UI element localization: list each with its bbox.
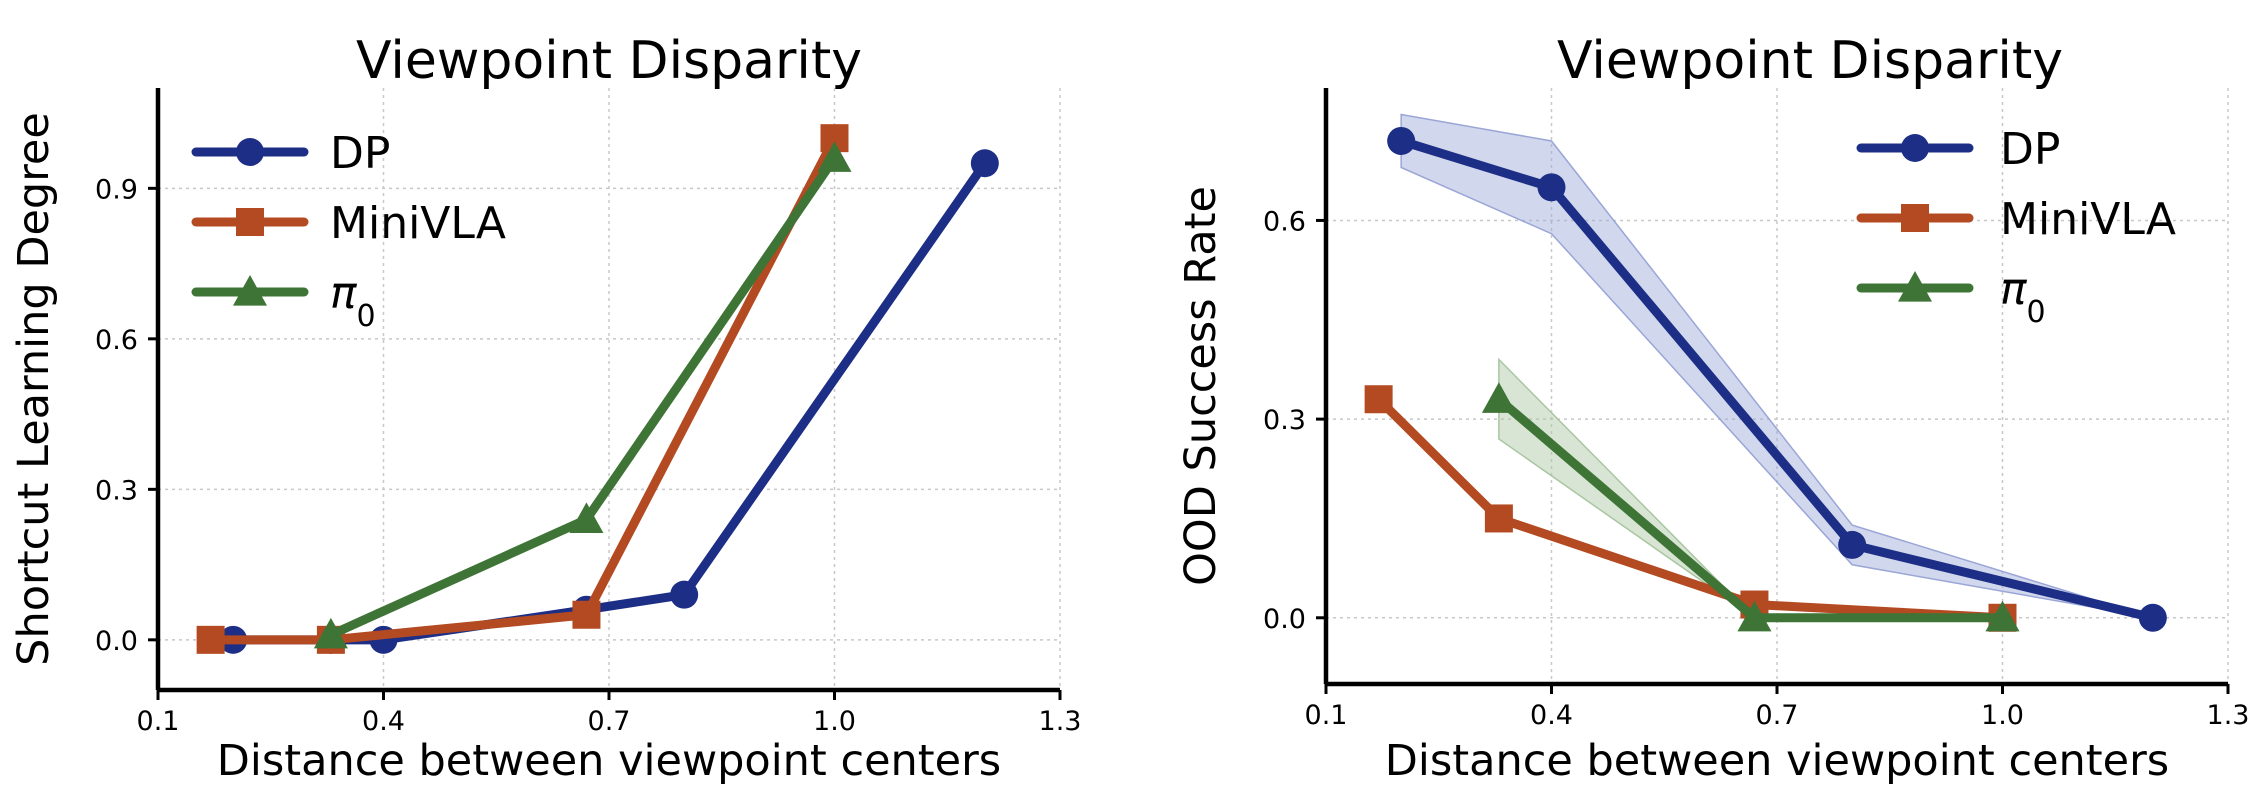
data-point bbox=[1484, 504, 1513, 533]
legend-marker bbox=[1901, 204, 1929, 232]
series-0 bbox=[1387, 126, 2167, 632]
legend-label-text: DP bbox=[330, 128, 390, 179]
series-line bbox=[1374, 394, 2007, 623]
x-tick-label: 1.0 bbox=[1981, 700, 2024, 731]
data-point bbox=[1737, 600, 1772, 632]
legend-marker bbox=[1901, 134, 1929, 162]
data-point bbox=[1364, 385, 1393, 414]
legend-item: MiniVLA bbox=[1856, 194, 2176, 245]
series-1 bbox=[196, 124, 849, 654]
x-tick-label: 0.1 bbox=[1305, 700, 1348, 731]
x-tick-label: 0.4 bbox=[362, 706, 405, 737]
x-tick-label: 1.3 bbox=[2207, 700, 2250, 731]
legend-item: DP bbox=[1856, 124, 2060, 175]
legend: DP MiniVLA π0 bbox=[1856, 124, 2176, 330]
y-tick-label: 0.6 bbox=[1263, 206, 1306, 237]
data-point bbox=[1838, 530, 1867, 559]
chart-2: 0.1 0.4 0.7 1.0 1.3 0.0 0.3 0.6 Viewpoint Dispar… bbox=[1176, 31, 2249, 786]
chart-1: 0.1 0.4 0.7 1.0 1.3 0.0 0.3 0.6 0.9 Viewpoint Dis… bbox=[9, 31, 1081, 786]
x-axis-label: Distance between viewpoint centers bbox=[217, 736, 1001, 786]
data-point bbox=[1985, 600, 2020, 632]
series-2 bbox=[313, 141, 852, 649]
data-point bbox=[970, 149, 999, 178]
legend-label-text: MiniVLA bbox=[330, 198, 506, 249]
x-tick-label: 0.1 bbox=[137, 706, 180, 737]
series-1 bbox=[1364, 385, 2017, 632]
legend-marker bbox=[236, 208, 264, 236]
legend-label: DP bbox=[2000, 124, 2060, 175]
x-tick-label: 0.7 bbox=[1756, 700, 1799, 731]
data-point bbox=[313, 617, 348, 649]
y-tick-label: 0.0 bbox=[95, 626, 138, 657]
chart-title: Viewpoint Disparity bbox=[356, 31, 862, 91]
legend-item: DP bbox=[191, 128, 390, 179]
data-point bbox=[572, 600, 601, 629]
legend-marker bbox=[233, 275, 267, 306]
data-point bbox=[196, 625, 225, 654]
legend-item: π0 bbox=[1856, 264, 2046, 330]
legend-label: π0 bbox=[2000, 264, 2046, 330]
legend-label-text: MiniVLA bbox=[2000, 194, 2176, 245]
legend-marker bbox=[1898, 271, 1932, 302]
x-tick-label: 0.7 bbox=[588, 706, 631, 737]
legend-item: MiniVLA bbox=[191, 198, 506, 249]
chart-title: Viewpoint Disparity bbox=[1557, 31, 2063, 91]
legend-label: π0 bbox=[330, 268, 376, 334]
legend-label-text: π bbox=[330, 268, 358, 319]
data-point bbox=[1537, 173, 1566, 202]
y-tick-label: 0.6 bbox=[95, 325, 138, 356]
legend-item: π0 bbox=[191, 268, 376, 334]
band-0 bbox=[1400, 113, 2154, 619]
x-axis-label: Distance between viewpoint centers bbox=[1385, 736, 2169, 786]
legend-marker bbox=[236, 138, 264, 166]
x-tick-label: 0.4 bbox=[1530, 700, 1573, 731]
series-line bbox=[206, 133, 839, 645]
series-2 bbox=[1481, 382, 2020, 632]
data-point bbox=[1387, 126, 1416, 155]
data-point bbox=[569, 502, 604, 534]
legend-label-subscript: 0 bbox=[357, 299, 376, 334]
y-tick-label: 0.3 bbox=[95, 475, 138, 506]
y-axis-label: OOD Success Rate bbox=[1176, 186, 1226, 586]
y-axis-label: Shortcut Learning Degree bbox=[9, 112, 59, 666]
data-point bbox=[2138, 603, 2167, 632]
y-tick-label: 0.3 bbox=[1263, 405, 1306, 436]
legend-label-subscript: 0 bbox=[2027, 295, 2046, 330]
legend-label-text: π bbox=[2000, 264, 2028, 315]
y-tick-label: 0.9 bbox=[95, 174, 138, 205]
legend-label: DP bbox=[330, 128, 390, 179]
legend-label: MiniVLA bbox=[330, 198, 506, 249]
legend-label: MiniVLA bbox=[2000, 194, 2176, 245]
x-tick-label: 1.0 bbox=[813, 706, 856, 737]
x-tick-label: 1.3 bbox=[1039, 706, 1082, 737]
data-point bbox=[1481, 382, 1516, 413]
legend: DP MiniVLA π0 bbox=[191, 128, 506, 334]
data-point bbox=[817, 141, 852, 172]
legend-label-text: DP bbox=[2000, 124, 2060, 175]
y-tick-label: 0.0 bbox=[1263, 604, 1306, 635]
data-point bbox=[670, 580, 699, 609]
series-line bbox=[1396, 136, 2158, 623]
